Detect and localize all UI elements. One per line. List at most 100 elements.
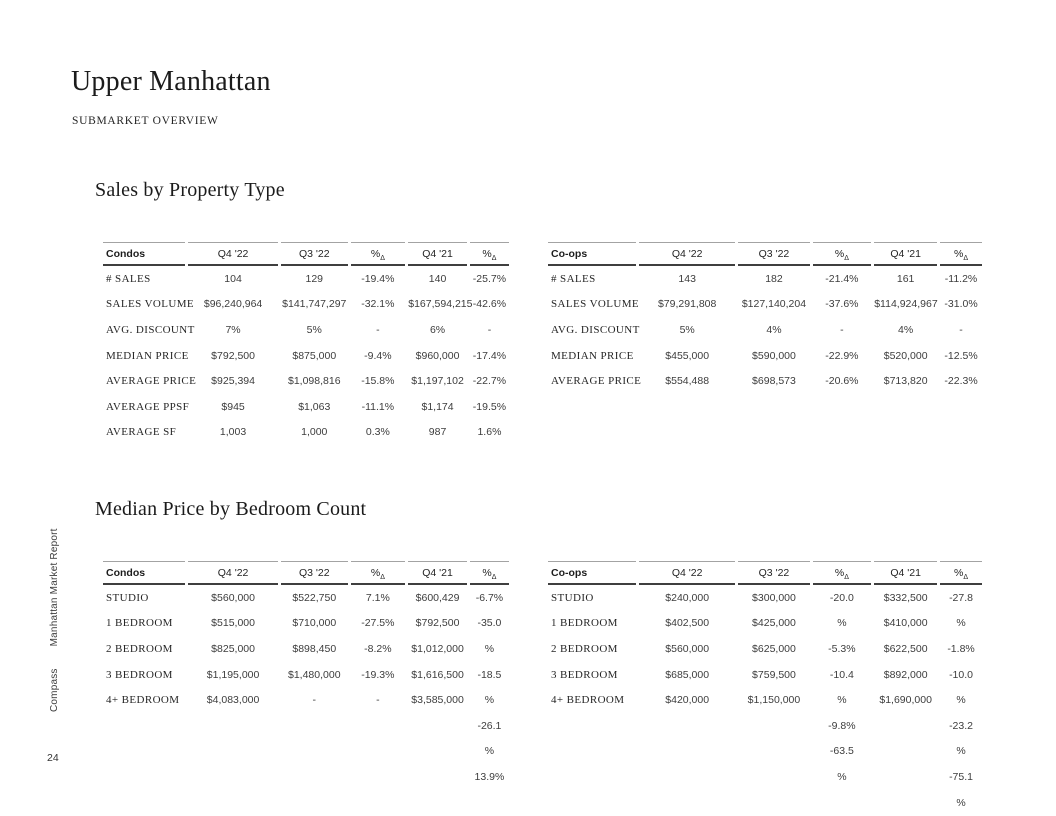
cell: -15.8%	[361, 375, 395, 388]
row-label: 3 BEDROOM	[551, 668, 618, 681]
cell: $420,000	[665, 694, 710, 707]
delta-icon: Δ	[491, 254, 497, 262]
table-row: 3 BEDROOM $685,000 $759,500 -10.4 $892,0…	[548, 662, 982, 688]
cell: $515,000	[211, 617, 255, 630]
cell: $1,690,000	[879, 694, 932, 707]
cell: $622,500	[883, 642, 928, 655]
cell	[351, 713, 406, 739]
cell: 7%	[225, 323, 241, 336]
cell: $898,450	[292, 642, 337, 655]
cell: $1,616,500	[411, 668, 464, 681]
delta-icon: Δ	[844, 254, 849, 262]
percent-sign: %	[482, 247, 492, 260]
cell: $560,000	[665, 642, 710, 655]
cell	[351, 739, 406, 765]
cell: $1,195,000	[206, 668, 260, 681]
cell: 6%	[429, 323, 446, 336]
col-header-delta-qoq: %Δ	[350, 242, 406, 266]
cell: $1,012,000	[411, 642, 464, 655]
cell: -17.4%	[472, 349, 507, 362]
delta-icon: Δ	[963, 573, 969, 581]
cell: $240,000	[665, 591, 710, 604]
col-header-q3-22: Q3 '22	[281, 561, 348, 585]
percent-sign: %	[834, 247, 845, 260]
col-header-q3-22: Q3 '22	[738, 242, 810, 266]
table-row: 1 BEDROOM $402,500 $425,000 % $410,000 %	[548, 611, 982, 637]
cell: -32.1%	[361, 298, 395, 311]
cell: $402,500	[665, 617, 710, 630]
section-heading-sales: Sales by Property Type	[95, 179, 285, 201]
percent-sign: %	[954, 247, 964, 260]
cell: %	[837, 617, 847, 630]
cell: $425,000	[752, 617, 796, 630]
cell: $759,500	[752, 668, 796, 681]
cell: $1,098,816	[287, 375, 341, 388]
cell: -20.0	[829, 591, 854, 604]
cell: $127,140,204	[741, 298, 807, 311]
table-row: 4+ BEDROOM $420,000 $1,150,000 % $1,690,…	[548, 687, 982, 713]
cell: -	[312, 694, 317, 707]
cell: -11.2%	[944, 272, 978, 285]
cell: %	[956, 617, 966, 630]
row-label: STUDIO	[106, 591, 149, 604]
cell: %	[484, 642, 495, 655]
table-header-row: Co-ops Q4 '22 Q3 '22 %Δ Q4 '21 %Δ	[548, 242, 982, 266]
cell: 987	[428, 426, 447, 439]
percent-sign: %	[370, 247, 381, 260]
cell: -6.7%	[475, 591, 504, 604]
cell: 4%	[898, 323, 914, 336]
col-header-q4-22: Q4 '22	[638, 242, 736, 266]
table-header-row: Co-ops Q4 '22 Q3 '22 %Δ Q4 '21 %Δ	[548, 561, 982, 585]
col-header-delta-yoy: %Δ	[469, 561, 509, 585]
row-label: 2 BEDROOM	[106, 642, 173, 655]
table-title: Condos	[103, 242, 186, 266]
col-header-q4-22: Q4 '22	[638, 561, 736, 585]
cell: %	[956, 694, 966, 707]
row-label: MEDIAN PRICE	[551, 349, 634, 362]
cell: -23.2	[949, 719, 973, 732]
cell: $1,197,102	[411, 375, 464, 388]
cell: 129	[305, 272, 324, 285]
delta-icon: Δ	[844, 573, 849, 581]
cell: $1,174	[421, 400, 454, 413]
col-header-q3-22: Q3 '22	[738, 561, 810, 585]
overflow-row: 13.9%	[103, 764, 509, 790]
row-label: 1 BEDROOM	[106, 617, 173, 630]
cell: -19.5%	[472, 400, 507, 413]
cell: $520,000	[883, 349, 928, 362]
cell: $698,573	[752, 375, 796, 388]
cell: $4,083,000	[206, 694, 260, 707]
cell: $600,429	[415, 591, 460, 604]
cell: -37.6%	[825, 298, 859, 311]
cell: $455,000	[665, 349, 710, 362]
page-number: 24	[47, 752, 59, 764]
table-row: AVERAGE PRICE $554,488 $698,573 -20.6% $…	[548, 368, 982, 394]
cell: $875,000	[292, 349, 337, 362]
table-title: Co-ops	[548, 561, 636, 585]
cell: -63.5	[829, 745, 854, 758]
coops-bedroom-table: Co-ops Q4 '22 Q3 '22 %Δ Q4 '21 %Δ STUDIO…	[545, 561, 985, 815]
cell: $1,063	[298, 400, 331, 413]
cell: $554,488	[665, 375, 710, 388]
delta-icon: Δ	[380, 573, 385, 581]
percent-sign: %	[834, 566, 845, 579]
cell: 140	[428, 272, 447, 285]
cell: -25.7%	[472, 272, 507, 285]
cell: 13.9%	[474, 770, 505, 783]
row-label: # SALES	[106, 272, 151, 285]
col-header-delta-qoq: %Δ	[812, 242, 872, 266]
cell: 1.6%	[477, 426, 502, 439]
col-header-q4-21: Q4 '21	[874, 561, 938, 585]
row-label: 4+ BEDROOM	[551, 694, 625, 707]
condos-sales-table: Condos Q4 '22 Q3 '22 %Δ Q4 '21 %Δ # SALE…	[100, 242, 512, 445]
cell: -26.1	[477, 719, 502, 732]
row-label: 4+ BEDROOM	[106, 694, 180, 707]
row-label: MEDIAN PRICE	[106, 349, 189, 362]
cell: $945	[221, 400, 245, 413]
sidebar-vertical-text: Compass Manhattan Market Report	[49, 528, 60, 712]
table-row: MEDIAN PRICE $455,000 $590,000 -22.9% $5…	[548, 343, 982, 369]
row-label: STUDIO	[551, 591, 594, 604]
col-header-q3-22: Q3 '22	[281, 242, 348, 266]
cell: $522,750	[292, 591, 337, 604]
delta-icon: Δ	[380, 254, 385, 262]
